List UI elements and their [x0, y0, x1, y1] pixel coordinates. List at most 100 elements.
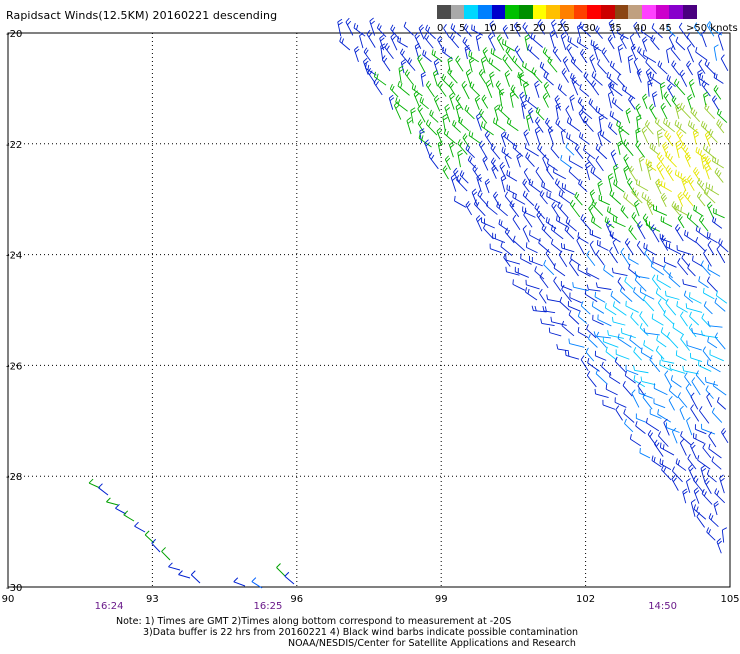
wind-barb — [643, 94, 648, 109]
wind-barb — [625, 238, 633, 254]
wind-barb — [640, 448, 650, 458]
wind-barb — [616, 406, 623, 421]
wind-barb — [694, 488, 699, 504]
wind-barb — [377, 23, 386, 36]
wind-barb — [721, 428, 728, 443]
wind-barb — [551, 317, 567, 326]
wind-barb — [714, 85, 721, 99]
wind-barb — [638, 221, 646, 239]
wind-barb — [580, 84, 589, 96]
wind-barb — [481, 122, 493, 135]
wind-barb — [551, 144, 559, 158]
note-line-3: NOAA/NESDIS/Center for Satellite Applica… — [116, 638, 616, 649]
wind-barb — [639, 156, 644, 171]
wind-barb — [489, 58, 500, 71]
wind-barb — [449, 142, 454, 157]
wind-barb — [587, 371, 596, 387]
wind-barb — [617, 120, 630, 134]
wind-barb — [528, 44, 540, 59]
wind-barb — [652, 314, 663, 326]
wind-barb — [390, 84, 398, 97]
wind-barb — [398, 36, 408, 47]
wind-barb — [479, 141, 487, 159]
legend-label: 5 — [459, 23, 465, 35]
longitude-tick-label: 105 — [720, 594, 739, 605]
wind-barb — [607, 206, 617, 217]
wind-barb — [644, 295, 654, 311]
wind-barb — [707, 359, 720, 371]
wind-barb — [685, 152, 691, 167]
legend-label: 35 — [609, 23, 622, 35]
legend-label: 45 — [659, 23, 672, 35]
wind-barb — [106, 498, 118, 505]
wind-barb — [385, 43, 394, 59]
wind-barb — [704, 162, 710, 179]
wind-barb — [591, 167, 601, 180]
wind-barb — [624, 192, 635, 206]
wind-barb — [587, 268, 600, 280]
wind-barb — [702, 489, 712, 504]
wind-barb — [701, 465, 706, 482]
legend-swatch — [546, 5, 560, 19]
wind-barb — [629, 166, 636, 181]
wind-barb — [604, 265, 614, 277]
wind-barb — [665, 291, 679, 300]
wind-barb — [715, 333, 725, 350]
wind-barb — [586, 162, 591, 180]
wind-barb — [665, 371, 672, 387]
wind-barb — [513, 279, 525, 290]
wind-barb — [507, 170, 517, 181]
wind-barb — [442, 74, 450, 87]
wind-barb — [683, 366, 699, 374]
wind-barb — [469, 131, 481, 144]
wind-barb — [458, 150, 463, 167]
wind-barb — [606, 221, 613, 239]
wind-barb — [513, 236, 524, 251]
latitude-tick-label: -20 — [6, 29, 22, 40]
wind-barb — [667, 75, 676, 87]
wind-barb — [629, 264, 640, 278]
wind-barb — [575, 192, 583, 205]
wind-barb — [687, 44, 693, 62]
legend-swatch — [505, 5, 519, 19]
wind-barb — [713, 381, 726, 395]
legend-swatch — [615, 5, 629, 19]
wind-barb — [707, 232, 717, 243]
wind-barb — [650, 143, 659, 155]
wind-barb — [124, 511, 134, 521]
wind-barb — [456, 56, 463, 72]
wind-barb — [620, 287, 632, 302]
wind-barb — [590, 229, 601, 238]
wind-barb — [476, 215, 482, 231]
wind-barb — [525, 95, 537, 109]
wind-barb — [492, 165, 497, 179]
wind-barb — [580, 49, 587, 63]
wind-barb — [707, 277, 717, 292]
wind-barb — [600, 130, 611, 143]
wind-barb — [669, 386, 677, 398]
wind-barb — [672, 475, 678, 490]
wind-barb — [687, 341, 702, 351]
wind-barb — [475, 96, 480, 110]
wind-barb — [704, 249, 712, 266]
wind-swath — [89, 18, 728, 588]
legend-label: >50 knots — [686, 23, 738, 35]
wind-barb — [570, 200, 579, 217]
wind-barb — [443, 166, 449, 179]
legend-swatch — [478, 5, 492, 19]
wind-barb — [624, 166, 629, 180]
wind-barb — [714, 208, 725, 218]
wind-barb — [661, 103, 667, 119]
wind-barb — [535, 81, 540, 98]
wind-barb — [445, 104, 450, 122]
wind-barb — [536, 167, 544, 182]
wind-barb — [699, 216, 708, 231]
grid-layer — [8, 33, 730, 587]
wind-barb — [481, 217, 494, 228]
note-line-2: 3)Data buffer is 22 hrs from 20160221 4)… — [116, 627, 616, 638]
wind-barb — [450, 93, 455, 110]
longitude-tick-label: 93 — [146, 594, 159, 605]
wind-barb — [338, 19, 343, 36]
wind-barb — [479, 109, 487, 123]
wind-barb — [610, 190, 621, 205]
